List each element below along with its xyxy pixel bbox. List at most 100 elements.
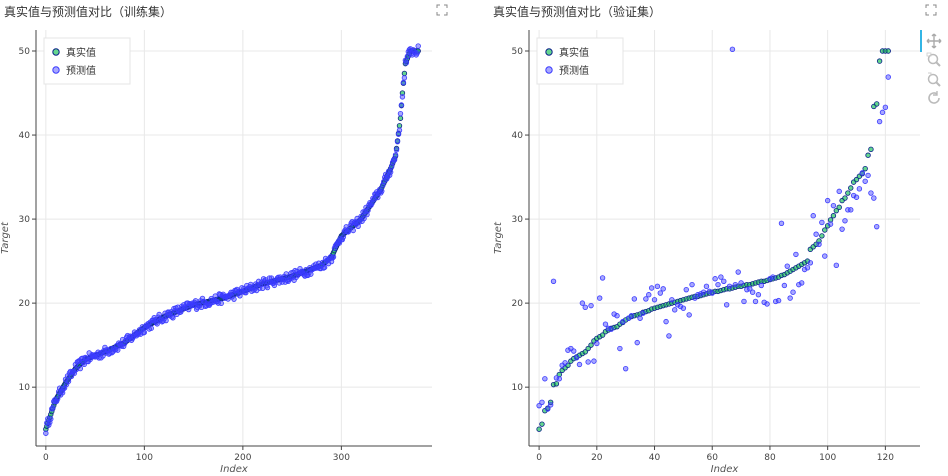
predicted-point [396, 127, 403, 133]
predicted-point [50, 405, 56, 411]
predicted-point [723, 302, 730, 308]
predicted-point [663, 318, 669, 325]
x-tick-label: 100 [819, 453, 836, 463]
expand-icon[interactable] [436, 4, 448, 16]
train-panel: 真实值与预测值对比（训练集） 10 20 30 40 50 0 100 200 300 Index… [0, 0, 474, 476]
predicted-point [628, 313, 635, 319]
predicted-point [680, 305, 687, 311]
actual-point [885, 48, 891, 54]
predicted-point [392, 152, 399, 158]
predicted-point [599, 275, 606, 281]
predicted-point [620, 318, 626, 325]
predicted-point [536, 402, 542, 409]
predicted-point [54, 396, 61, 402]
predicted-point [732, 281, 739, 288]
predicted-point [729, 46, 736, 53]
predicted-point [709, 290, 715, 296]
predicted-point [850, 192, 857, 199]
predicted-point [715, 281, 721, 288]
predicted-point [163, 317, 169, 324]
predicted-point [767, 276, 773, 282]
predicted-point [697, 291, 704, 297]
y-tick-label: 20 [19, 299, 31, 309]
predicted-point [853, 194, 860, 200]
predicted-point [876, 118, 883, 125]
y-tick-label: 30 [512, 215, 524, 225]
predicted-point [755, 292, 762, 298]
predicted-point [591, 358, 597, 364]
actual-point [599, 332, 606, 338]
actual-point [819, 233, 825, 239]
predicted-point [761, 299, 767, 305]
predicted-point [868, 190, 874, 196]
predicted-point [784, 263, 790, 269]
predicted-point [683, 286, 689, 293]
wheel-zoom-icon[interactable] [926, 71, 942, 87]
predicted-point [596, 295, 603, 301]
predicted-point [758, 282, 764, 289]
pan-icon[interactable] [926, 33, 942, 49]
y-tick-label: 10 [19, 383, 31, 393]
predicted-point [115, 347, 121, 353]
validation-scatter-chart[interactable]: 10 20 30 40 50 0 20 40 60 80 100 120 Index Target 真实值预… [489, 0, 948, 476]
predicted-point [672, 307, 678, 313]
predicted-point [700, 289, 707, 295]
actual-point [845, 190, 851, 196]
validation-chart-title: 真实值与预测值对比（验证集） [493, 5, 662, 19]
predicted-point [48, 416, 54, 422]
legend-predicted-label: 预测值 [66, 64, 96, 77]
predicted-point [718, 274, 724, 280]
predicted-point [643, 296, 649, 302]
predicted-point [387, 169, 394, 175]
toolbar-active-indicator [920, 30, 922, 52]
legend-predicted-marker [545, 66, 553, 74]
predicted-point [308, 271, 314, 277]
actual-point [397, 115, 404, 121]
predicted-point [573, 355, 580, 361]
predicted-point [778, 220, 785, 226]
expand-icon[interactable] [925, 4, 937, 16]
legend-actual-label: 真实值 [559, 46, 589, 59]
predicted-point [550, 278, 557, 284]
actual-point [401, 70, 408, 77]
actual-point [582, 349, 588, 355]
predicted-point [721, 278, 727, 284]
predicted-point [862, 178, 868, 184]
predicted-point [614, 313, 620, 319]
predicted-point [839, 226, 845, 232]
predicted-point [833, 262, 840, 269]
predicted-point [856, 186, 863, 192]
x-tick-label: 120 [877, 453, 894, 463]
predicted-point [666, 333, 672, 339]
reset-icon[interactable] [926, 90, 942, 106]
predicted-point [65, 378, 72, 385]
actual-point [539, 421, 545, 427]
predicted-point [674, 302, 681, 308]
predicted-point [749, 289, 756, 295]
predicted-point [657, 290, 663, 296]
y-tick-label: 50 [512, 47, 524, 57]
actual-point [865, 152, 871, 158]
predicted-point [669, 297, 675, 303]
predicted-point [830, 202, 837, 209]
actual-point [836, 204, 842, 211]
predicted-point [170, 315, 176, 321]
actual-point [824, 223, 831, 229]
y-tick-label: 40 [512, 131, 524, 141]
predicted-point [218, 300, 224, 307]
predicted-point [764, 301, 770, 307]
predicted-point [394, 138, 401, 145]
box-zoom-icon[interactable] [926, 52, 942, 68]
predicted-point [73, 366, 80, 373]
predicted-point [836, 188, 842, 195]
predicted-point [594, 340, 600, 347]
predicted-point [399, 94, 406, 100]
predicted-point [871, 195, 877, 201]
predicted-point [882, 104, 889, 111]
x-axis-label: Index [711, 464, 739, 475]
predicted-point [340, 234, 347, 240]
predicted-point [801, 266, 808, 273]
